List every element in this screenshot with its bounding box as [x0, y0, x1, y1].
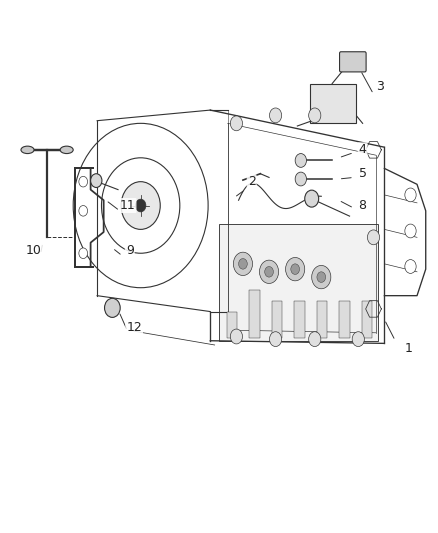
- Bar: [249, 312, 260, 338]
- Circle shape: [79, 248, 88, 259]
- Circle shape: [230, 116, 243, 131]
- Circle shape: [105, 298, 120, 317]
- Circle shape: [239, 259, 247, 269]
- Circle shape: [317, 272, 325, 282]
- Bar: [294, 290, 305, 338]
- Circle shape: [295, 172, 307, 186]
- Ellipse shape: [60, 146, 73, 154]
- Circle shape: [79, 176, 88, 187]
- Circle shape: [269, 332, 282, 346]
- Text: 11: 11: [120, 199, 135, 212]
- Text: 10: 10: [26, 244, 42, 257]
- Bar: [272, 290, 282, 338]
- Text: 8: 8: [359, 199, 367, 212]
- Circle shape: [79, 206, 88, 216]
- Circle shape: [312, 265, 331, 289]
- Circle shape: [291, 264, 300, 274]
- Circle shape: [309, 108, 321, 123]
- Bar: [362, 301, 372, 338]
- Circle shape: [233, 252, 253, 276]
- Text: 1: 1: [404, 342, 412, 355]
- Circle shape: [135, 199, 146, 212]
- Circle shape: [259, 260, 279, 284]
- Circle shape: [405, 188, 416, 202]
- Circle shape: [305, 190, 319, 207]
- Circle shape: [352, 332, 364, 346]
- Circle shape: [230, 329, 243, 344]
- Bar: [339, 290, 350, 338]
- Circle shape: [269, 108, 282, 123]
- Text: 12: 12: [126, 321, 142, 334]
- Bar: [311, 84, 356, 123]
- Circle shape: [309, 332, 321, 346]
- Circle shape: [405, 260, 416, 273]
- Circle shape: [286, 257, 305, 281]
- Circle shape: [405, 224, 416, 238]
- Circle shape: [367, 230, 380, 245]
- Circle shape: [265, 266, 273, 277]
- FancyBboxPatch shape: [339, 52, 366, 72]
- Bar: [227, 312, 237, 338]
- Text: 4: 4: [359, 143, 367, 156]
- Bar: [317, 290, 327, 338]
- Circle shape: [295, 154, 307, 167]
- Text: 3: 3: [376, 80, 384, 93]
- Bar: [219, 224, 378, 341]
- Text: 5: 5: [359, 167, 367, 180]
- Ellipse shape: [21, 146, 34, 154]
- Circle shape: [121, 182, 160, 229]
- Circle shape: [91, 174, 102, 188]
- Text: 9: 9: [126, 244, 134, 257]
- Text: 2: 2: [248, 175, 256, 188]
